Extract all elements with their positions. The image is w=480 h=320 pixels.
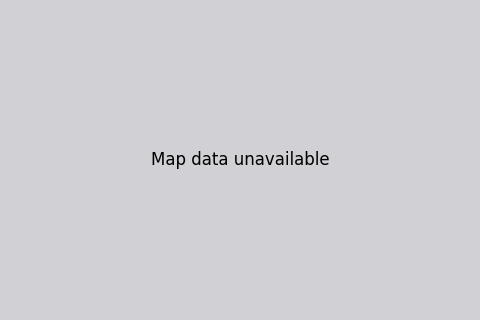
- Text: Map data unavailable: Map data unavailable: [151, 151, 329, 169]
